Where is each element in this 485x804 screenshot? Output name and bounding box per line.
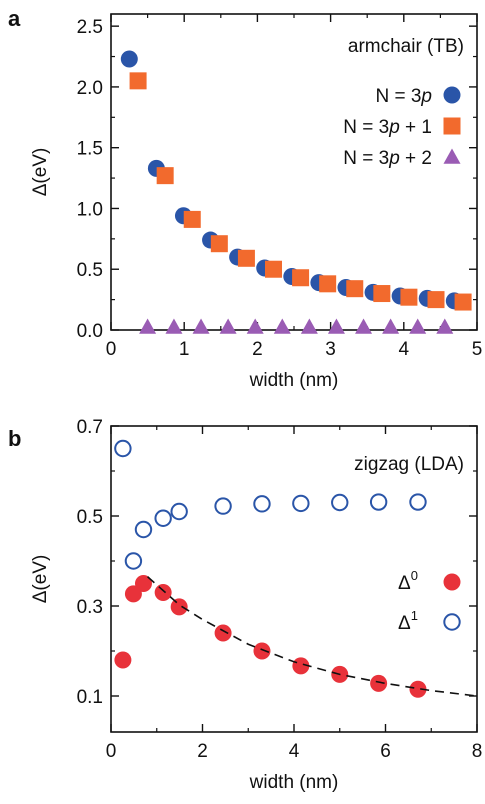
legend-marker: [443, 117, 461, 135]
data-point: [409, 680, 427, 698]
data-point: [154, 584, 172, 601]
data-point: [165, 318, 183, 334]
data-point: [373, 285, 391, 303]
legend-label: N = 3p + 2: [343, 148, 432, 169]
legend-marker: [443, 613, 461, 631]
chart-panel-a: 0 1 2 3 4 5 0.0 0.5 1.0 1.5 2.0 2.5 width (nm) Δ(eV) a…: [8, 6, 482, 391]
data-point: [134, 520, 153, 539]
x-tick-label: 2: [197, 741, 208, 762]
data-point: [273, 318, 291, 334]
data-point: [237, 249, 255, 267]
y-tick-label: 2.0: [77, 78, 103, 99]
data-point: [253, 642, 271, 660]
data-point: [253, 495, 271, 513]
series-2: [147, 576, 478, 697]
data-point: [346, 280, 364, 298]
data-point: [170, 598, 188, 616]
data-point: [114, 651, 132, 669]
data-point: [327, 318, 345, 334]
data-point: [319, 275, 337, 293]
y-tick-label: 0.5: [77, 260, 103, 281]
x-tick-label: 4: [289, 741, 300, 762]
data-point: [300, 318, 318, 334]
x-axis-label: width (nm): [249, 772, 339, 793]
x-tick-label: 2: [252, 339, 263, 360]
x-tick-label: 8: [472, 741, 483, 762]
data-point: [331, 493, 349, 512]
y-tick-label: 1.0: [77, 199, 103, 220]
legend: N = 3p N = 3p + 1 N = 3p + 2: [343, 86, 461, 169]
chart-title: armchair (TB): [348, 36, 464, 57]
data-point: [214, 624, 232, 642]
legend-marker: [443, 86, 461, 104]
data-point: [292, 494, 310, 513]
panel-label: a: [8, 6, 21, 31]
data-point: [246, 318, 264, 334]
x-tick-label: 5: [472, 339, 483, 360]
data-point: [219, 318, 237, 334]
data-point: [170, 502, 188, 521]
y-axis-label: Δ(eV): [30, 555, 51, 604]
series-1: [129, 72, 472, 311]
data-point: [214, 497, 232, 515]
data-point: [382, 318, 400, 334]
legend-label: Δ0: [398, 568, 418, 594]
data-point: [120, 50, 138, 68]
legend-marker: [443, 148, 461, 164]
chart-title: zigzag (LDA): [354, 454, 464, 475]
y-tick-label: 0.5: [77, 507, 103, 528]
data-point: [114, 439, 132, 458]
data-point: [265, 260, 283, 278]
y-tick-label: 0.1: [77, 687, 103, 708]
y-tick-label: 0.3: [77, 597, 103, 618]
data-point: [409, 318, 427, 334]
data-point: [210, 235, 228, 253]
data-point: [454, 293, 472, 311]
data-point: [134, 575, 152, 592]
x-tick-label: 6: [380, 741, 391, 762]
data-point: [369, 493, 388, 511]
data-point: [409, 493, 427, 511]
legend-marker: [443, 573, 461, 591]
fit-curve: [147, 576, 478, 697]
y-tick-label: 2.5: [77, 17, 103, 38]
x-tick-label: 4: [399, 339, 410, 360]
data-point: [355, 318, 373, 334]
x-tick-label: 0: [106, 339, 117, 360]
legend-label: Δ1: [398, 608, 418, 634]
data-point: [139, 318, 157, 334]
x-tick-label: 3: [325, 339, 336, 360]
series-0: [114, 575, 427, 698]
data-point: [400, 288, 418, 306]
data-point: [156, 167, 174, 185]
data-point: [124, 552, 143, 570]
legend-label: N = 3p + 1: [343, 117, 432, 138]
x-tick-label: 1: [179, 339, 190, 360]
x-axis-label: width (nm): [249, 370, 339, 391]
legend: Δ0 Δ1: [398, 568, 461, 634]
data-point: [183, 210, 201, 228]
x-tick-label: 0: [106, 741, 117, 762]
data-point: [292, 657, 310, 675]
series-1: [114, 439, 427, 570]
data-point: [436, 318, 454, 334]
y-tick-label: 1.5: [77, 139, 103, 160]
chart-panel-b: 0 2 4 6 8 0.1 0.3 0.5 0.7 width (nm) Δ(eV) b zigzag …: [8, 417, 482, 793]
series-2: [139, 318, 454, 334]
data-point: [292, 269, 310, 287]
data-point: [154, 509, 172, 527]
y-axis-label: Δ(eV): [30, 148, 51, 197]
data-point: [129, 72, 147, 90]
legend-label: N = 3p: [375, 86, 432, 107]
data-point: [427, 291, 445, 309]
data-point: [370, 674, 388, 692]
data-point: [192, 318, 210, 334]
y-tick-label: 0.0: [77, 321, 103, 342]
panel-label: b: [8, 426, 21, 451]
y-tick-label: 0.7: [77, 417, 103, 438]
